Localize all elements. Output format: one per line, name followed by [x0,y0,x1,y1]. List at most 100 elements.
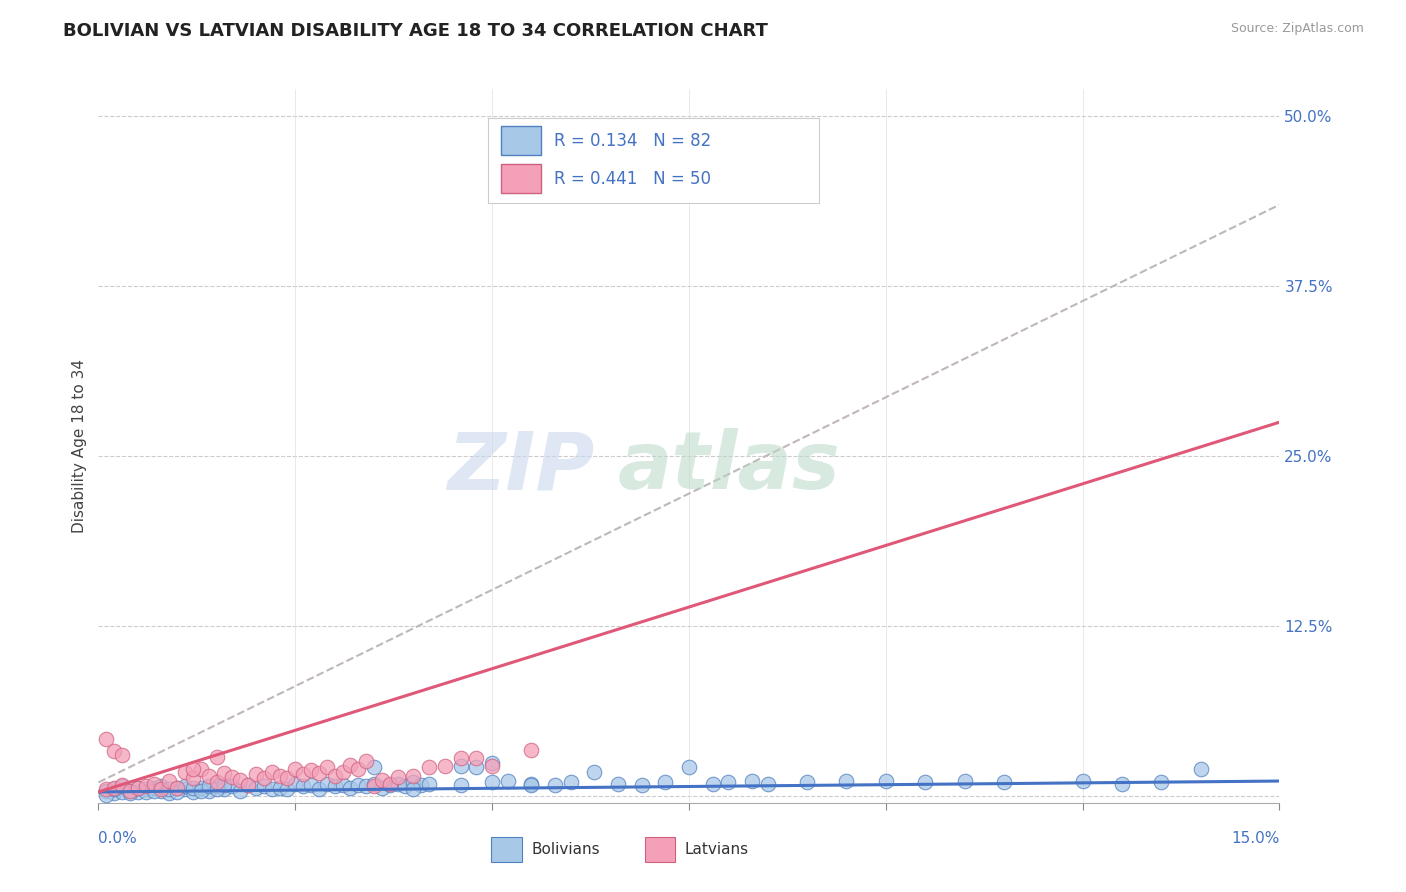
Point [111,780,134,794]
Point [174,780,197,794]
Point [332,764,354,779]
Point [205,749,228,764]
Point [347,778,370,792]
Point [245,767,267,781]
Point [315,760,337,774]
Point [166,785,188,799]
Point [347,762,370,776]
Point [418,760,440,774]
Point [135,782,157,797]
Point [402,775,425,789]
Point [387,777,409,791]
Point [284,777,307,791]
Point [96,783,118,797]
Point [630,778,652,792]
Point [103,744,125,758]
Point [465,751,488,765]
Point [236,778,259,792]
Point [111,748,134,763]
Point [190,780,212,795]
Point [190,783,212,797]
Point [166,780,188,795]
Point [111,785,134,799]
Point [127,780,149,795]
Point [229,772,252,787]
Point [1150,775,1173,789]
Point [181,762,204,776]
Point [236,778,259,792]
Point [332,778,354,792]
Point [229,783,252,797]
Point [142,777,165,791]
Point [205,775,228,789]
Text: BOLIVIAN VS LATVIAN DISABILITY AGE 18 TO 34 CORRELATION CHART: BOLIVIAN VS LATVIAN DISABILITY AGE 18 TO… [63,22,768,40]
Point [835,774,858,789]
Point [363,760,385,774]
Point [433,759,456,773]
Text: 0.0%: 0.0% [98,831,138,847]
Point [150,783,173,797]
Point [339,757,361,772]
Point [678,760,700,774]
Point [993,775,1015,789]
Point [276,782,298,797]
Point [450,759,472,773]
Point [111,778,134,792]
Point [339,780,361,795]
Point [157,782,180,797]
Point [402,782,425,797]
Point [269,769,291,783]
Point [354,754,377,768]
Point [308,765,330,780]
Point [875,774,897,789]
Point [520,778,543,792]
Point [354,780,377,794]
Point [214,782,236,797]
Point [481,759,503,773]
Point [371,780,394,795]
Point [96,782,118,797]
Point [166,780,188,795]
Point [654,775,676,789]
Point [299,778,322,792]
Point [181,772,204,786]
Point [378,778,401,792]
Point [450,751,472,765]
Point [741,774,763,789]
Point [607,777,630,791]
Point [363,780,385,794]
Point [103,780,125,795]
Point [481,756,503,771]
Point [308,782,330,797]
Point [150,780,173,794]
Point [118,783,141,797]
Point [260,782,283,797]
Point [214,778,236,792]
Point [323,780,346,794]
Point [135,780,157,794]
Point [214,765,236,780]
Point [253,772,276,786]
Point [378,777,401,791]
Point [142,780,165,795]
Point [387,770,409,784]
Point [583,764,606,779]
Point [544,778,567,792]
Point [150,782,173,797]
Point [292,780,315,794]
Point [96,788,118,802]
Point [205,782,228,797]
Point [520,777,543,791]
Point [371,772,394,787]
Point [103,786,125,800]
Point [394,780,416,794]
Point [174,782,197,797]
Point [1071,774,1094,789]
Point [260,764,283,779]
Point [157,774,180,789]
Point [450,778,472,792]
Point [118,783,141,797]
Point [135,785,157,799]
Point [142,783,165,797]
Point [103,782,125,797]
